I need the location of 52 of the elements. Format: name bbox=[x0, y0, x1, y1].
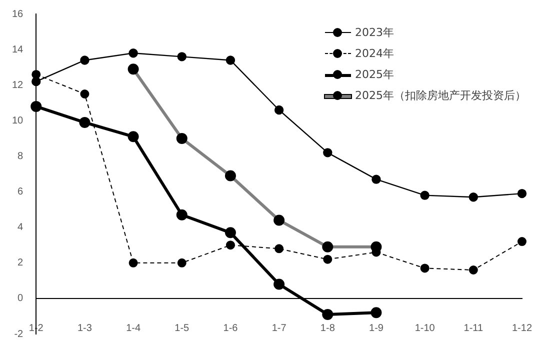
point bbox=[177, 258, 186, 268]
x-tick-label: 1-8 bbox=[320, 323, 336, 334]
point bbox=[80, 56, 90, 65]
point bbox=[176, 209, 188, 220]
y-tick-label: 4 bbox=[18, 222, 24, 234]
point bbox=[32, 76, 41, 86]
point bbox=[128, 48, 138, 58]
x-tick-label: 1-3 bbox=[77, 323, 92, 334]
point bbox=[323, 148, 332, 158]
legend-label: 2025年（扣除房地产开发投资后） bbox=[355, 88, 526, 103]
x-tick-label: 1-12 bbox=[512, 323, 532, 334]
point bbox=[370, 307, 382, 318]
point bbox=[226, 240, 235, 250]
point bbox=[128, 131, 139, 142]
point bbox=[517, 237, 526, 246]
y-tick-label: -2 bbox=[14, 328, 24, 340]
y-tick-label: 8 bbox=[18, 150, 24, 162]
legend-label: 2023年 bbox=[355, 25, 394, 40]
point bbox=[274, 105, 284, 115]
point bbox=[468, 266, 478, 274]
legend-label: 2024年 bbox=[355, 46, 394, 61]
point bbox=[80, 90, 90, 98]
y-tick-label: 6 bbox=[18, 186, 24, 198]
point bbox=[79, 116, 90, 128]
x-tick-label: 1-10 bbox=[414, 323, 436, 334]
point bbox=[128, 258, 138, 268]
point bbox=[420, 190, 430, 200]
point bbox=[517, 188, 527, 198]
legend-label: 2025年 bbox=[355, 67, 394, 82]
point bbox=[226, 56, 236, 65]
x-tick-label: 1-7 bbox=[272, 323, 287, 334]
y-tick-label: 0 bbox=[18, 293, 24, 304]
y-tick-label: 2 bbox=[18, 258, 24, 269]
point bbox=[420, 264, 430, 273]
point bbox=[274, 278, 285, 290]
point bbox=[322, 308, 334, 320]
point bbox=[224, 227, 236, 238]
x-tick-label: 1-6 bbox=[223, 323, 238, 334]
point bbox=[323, 254, 332, 264]
x-tick-label: 1-4 bbox=[126, 323, 141, 334]
y-tick-label: 10 bbox=[12, 115, 24, 126]
x-tick-label: 1-9 bbox=[369, 323, 384, 334]
y-tick-label: 12 bbox=[12, 80, 24, 91]
y-tick-label: 14 bbox=[12, 44, 24, 56]
x-tick-label: 1-5 bbox=[174, 323, 190, 334]
point bbox=[177, 52, 186, 62]
point bbox=[274, 244, 284, 254]
point bbox=[372, 174, 381, 184]
x-tick-label: 1-11 bbox=[464, 323, 484, 334]
point bbox=[30, 100, 42, 112]
y-tick-label: 16 bbox=[12, 8, 24, 20]
point bbox=[468, 192, 478, 202]
